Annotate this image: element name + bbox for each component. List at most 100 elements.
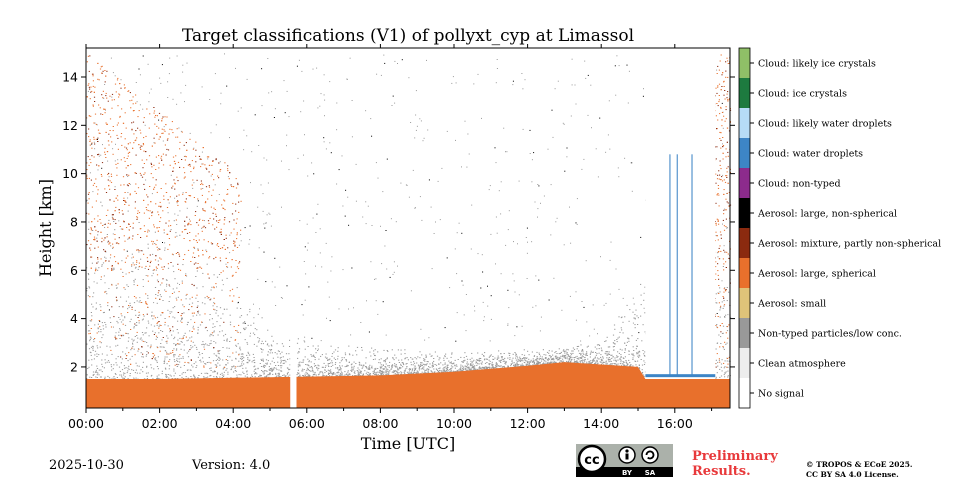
non-typed-speckle [210, 342, 212, 344]
aerosol-speckle [150, 164, 153, 165]
aerosol-speckle [716, 194, 718, 196]
non-typed-speckle [103, 275, 105, 277]
non-typed-speckle [380, 367, 382, 369]
aerosol-speckle [207, 156, 210, 158]
non-typed-speckle [547, 362, 549, 364]
non-typed-speckle [538, 352, 540, 354]
sparse-signal-dot [281, 297, 283, 299]
aerosol-speckle [160, 258, 162, 260]
sparse-signal-dot [552, 136, 554, 138]
aerosol-speckle [88, 177, 90, 179]
non-typed-speckle [201, 302, 204, 304]
non-typed-speckle [481, 367, 483, 369]
aerosol-speckle [213, 347, 215, 348]
aerosol-speckle [90, 115, 92, 117]
sparse-signal-dot [415, 90, 417, 92]
non-typed-speckle [270, 370, 273, 372]
non-typed-speckle [612, 334, 615, 336]
sparse-signal-dot [384, 245, 386, 247]
non-typed-speckle [311, 370, 313, 372]
sparse-signal-dot [427, 129, 429, 131]
aerosol-speckle [717, 86, 719, 88]
non-typed-speckle [94, 354, 96, 356]
non-typed-speckle [350, 364, 352, 366]
non-typed-speckle [98, 331, 100, 333]
aerosol-speckle [186, 149, 188, 151]
non-typed-speckle [339, 365, 341, 367]
non-typed-speckle [322, 366, 324, 368]
sparse-signal-dot [430, 206, 432, 208]
aerosol-speckle [725, 70, 727, 72]
aerosol-speckle [238, 354, 240, 356]
non-typed-speckle [418, 365, 420, 367]
non-typed-speckle [314, 365, 316, 367]
non-typed-speckle [307, 358, 309, 360]
aerosol-speckle [112, 218, 114, 220]
non-typed-speckle [468, 367, 470, 369]
sparse-signal-dot [600, 256, 601, 258]
non-typed-speckle [90, 320, 92, 322]
non-typed-speckle [87, 295, 89, 297]
non-typed-speckle [594, 363, 596, 365]
non-typed-speckle [161, 373, 163, 375]
aerosol-speckle [141, 176, 144, 178]
sparse-signal-dot [362, 216, 364, 218]
aerosol-speckle [169, 196, 171, 198]
non-typed-speckle [216, 355, 218, 357]
sparse-signal-dot [516, 326, 518, 328]
non-typed-speckle [96, 371, 98, 373]
non-typed-speckle [717, 365, 719, 367]
aerosol-speckle [207, 241, 209, 243]
non-typed-speckle [716, 342, 719, 344]
non-typed-speckle [552, 362, 554, 364]
non-typed-speckle [206, 330, 208, 332]
non-typed-speckle [374, 349, 376, 351]
non-typed-speckle [584, 360, 586, 362]
non-typed-speckle [135, 369, 137, 371]
aerosol-speckle [137, 187, 140, 189]
sparse-signal-dot [328, 296, 330, 298]
non-typed-speckle [622, 321, 624, 323]
non-typed-speckle [536, 360, 538, 362]
non-typed-speckle [160, 330, 162, 331]
sparse-signal-dot [139, 74, 141, 76]
aerosol-speckle [99, 132, 101, 134]
non-typed-speckle [313, 363, 315, 365]
non-typed-speckle [237, 343, 239, 345]
sparse-signal-dot [518, 180, 520, 182]
non-typed-speckle [331, 353, 334, 355]
aerosol-speckle [158, 214, 160, 216]
non-typed-speckle [176, 235, 178, 237]
non-typed-speckle [239, 348, 241, 350]
non-typed-speckle [263, 370, 266, 372]
aerosol-speckle [176, 128, 178, 130]
non-typed-speckle [349, 374, 351, 376]
non-typed-speckle [92, 296, 94, 298]
aerosol-speckle [154, 259, 157, 261]
non-typed-speckle [640, 283, 642, 285]
aerosol-speckle [212, 160, 214, 162]
sparse-signal-dot [161, 64, 163, 66]
non-typed-speckle [297, 352, 299, 354]
sparse-signal-dot [108, 309, 110, 311]
sparse-signal-dot [114, 75, 116, 77]
non-typed-speckle [145, 332, 147, 334]
aerosol-speckle [109, 199, 111, 201]
aerosol-speckle [234, 339, 236, 341]
sparse-signal-dot [250, 182, 251, 184]
sparse-signal-dot [125, 273, 127, 275]
non-typed-speckle [101, 353, 103, 355]
non-typed-speckle [333, 357, 335, 359]
sparse-signal-dot [170, 174, 172, 176]
non-typed-speckle [450, 361, 452, 363]
non-typed-speckle [716, 372, 718, 374]
non-typed-speckle [476, 359, 478, 360]
non-typed-speckle [92, 306, 94, 308]
non-typed-speckle [347, 374, 349, 376]
aerosol-speckle [128, 224, 130, 225]
non-typed-speckle [420, 368, 422, 370]
non-typed-speckle [173, 291, 175, 293]
aerosol-speckle [218, 162, 220, 164]
sparse-signal-dot [150, 88, 152, 90]
non-typed-speckle [324, 372, 326, 374]
